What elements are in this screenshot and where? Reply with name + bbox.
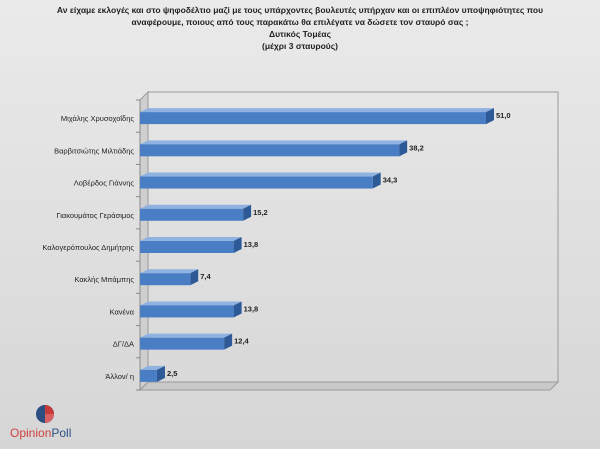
bar-top-face (140, 365, 165, 370)
bar (140, 269, 199, 286)
bar-front-face (140, 273, 191, 286)
bar-side-face (372, 172, 381, 189)
bar-side-face (190, 269, 199, 286)
title-line-3: Δυτικός Τομέας (268, 29, 332, 39)
bar-side-face (156, 365, 165, 382)
bar-front-face (140, 369, 157, 382)
category-label: Καλογερόπουλος Δημήτρης (42, 243, 134, 252)
category-label: Λοβέρδος Γιάννης (74, 179, 135, 188)
category-label: Μιχάλης Χρυσοχοΐδης (61, 114, 134, 123)
title-line-1: Αν είχαμε εκλογές και στο ψηφοδέλτιο μαζ… (56, 5, 544, 15)
bar (140, 237, 242, 253)
bar-top-face (140, 237, 242, 241)
category-label: ΔΓ/ΔΑ (113, 340, 134, 349)
bar-side-face (399, 140, 408, 157)
bar-front-face (140, 112, 486, 125)
bar-side-face (224, 333, 233, 350)
chart-title: Αν είχαμε εκλογές και στο ψηφοδέλτιο μαζ… (0, 4, 600, 52)
category-label: Γιακουμάτος Γεράσιμος (56, 211, 134, 220)
bar (140, 172, 381, 189)
title-line-2: αναφέρουμε, ποιους από τους παρακάτω θα … (131, 17, 469, 27)
category-label: Βαρβιτσιώτης Μιλτιάδης (54, 146, 134, 155)
bar-top-face (140, 140, 408, 145)
labels-group: Μιχάλης Χρυσοχοΐδης 51,0 Βαρβιτσιώτης Μιλτ… (42, 111, 510, 381)
value-label: 12,4 (234, 337, 249, 346)
bar-top-face (140, 269, 199, 274)
bars-group (140, 108, 494, 382)
value-label: 51,0 (496, 111, 511, 120)
bar-front-face (140, 241, 234, 253)
value-label: 38,2 (409, 143, 424, 152)
bar-front-face (140, 144, 400, 157)
bar-side-face (233, 301, 242, 318)
bar (140, 365, 165, 382)
bar-front-face (140, 208, 244, 221)
bar-top-face (140, 333, 233, 338)
bar-top-face (140, 172, 381, 177)
logo-text-opinion: Opinion (10, 426, 52, 440)
bar-side-face (243, 204, 252, 221)
value-label: 34,3 (383, 176, 398, 185)
bar-top-face (140, 108, 494, 113)
bar (140, 108, 494, 125)
bar-side-face (486, 108, 494, 125)
value-label: 2,5 (167, 369, 177, 378)
bar-front-face (140, 176, 373, 189)
bar-top-face (140, 301, 242, 306)
category-label: Κανένα (110, 307, 135, 316)
value-label: 7,4 (200, 272, 211, 281)
bar (140, 301, 242, 318)
title-line-4: (μέχρι 3 σταυρούς) (261, 41, 339, 51)
bar (140, 333, 233, 350)
plot-floor (138, 381, 560, 391)
logo-text-poll: Poll (51, 426, 72, 440)
bar-top-face (140, 204, 252, 209)
bar (140, 140, 408, 157)
value-label: 13,8 (244, 240, 259, 249)
bar (140, 204, 252, 221)
value-label: 13,8 (244, 304, 259, 313)
logo-globe-icon (36, 405, 54, 423)
bar-front-face (140, 305, 234, 318)
bar-front-face (140, 337, 225, 350)
category-label: Άλλον/ η (105, 372, 134, 381)
bar-side-face (233, 237, 242, 253)
value-label: 15,2 (253, 208, 268, 217)
logo-text: OpinionPoll (10, 426, 71, 440)
category-label: Κακλής Μπάμπης (74, 275, 134, 284)
opinionpoll-logo: OpinionPoll (10, 404, 120, 444)
